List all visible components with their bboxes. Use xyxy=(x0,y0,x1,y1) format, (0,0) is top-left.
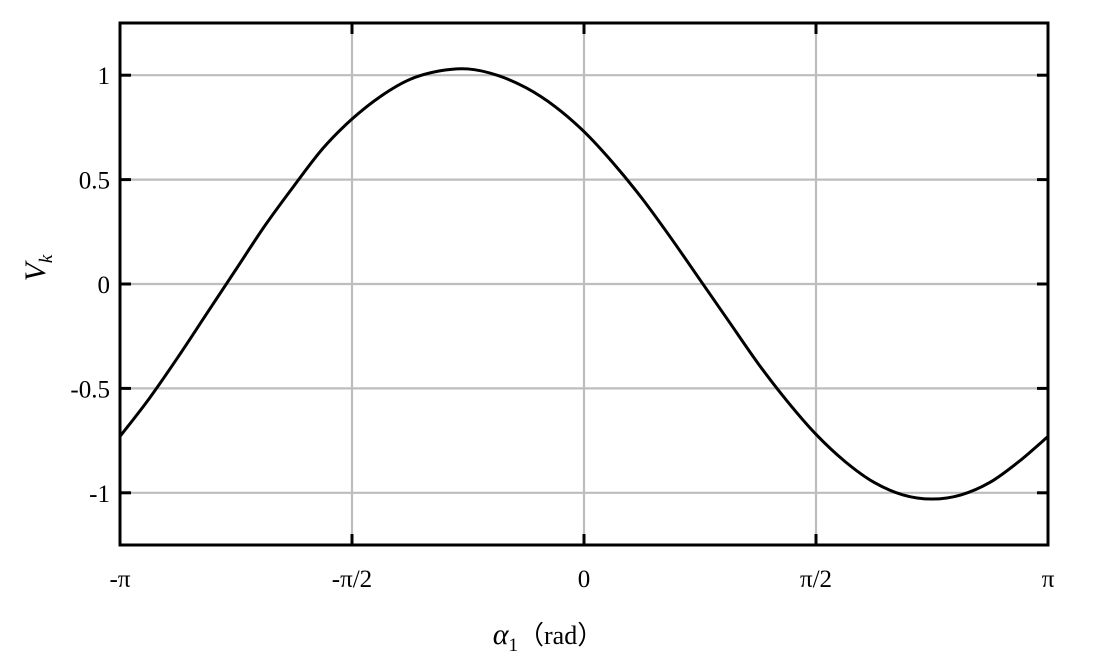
grid-lines xyxy=(118,23,1050,545)
plot-frame xyxy=(118,21,1050,547)
y-tick-label: -0.5 xyxy=(70,376,110,403)
y-axis-symbol: V xyxy=(19,259,52,281)
x-tick-labels: -π -π/2 0 π/2 π xyxy=(110,566,1055,593)
y-axis-label: Vk xyxy=(19,254,57,281)
x-axis-symbol: α xyxy=(493,618,510,651)
y-tick-label: 1 xyxy=(98,63,111,90)
x-tick-label: -π/2 xyxy=(332,566,372,593)
y-tick-label: -1 xyxy=(89,481,110,508)
x-tick-label: 0 xyxy=(578,566,591,593)
x-tick-label: π/2 xyxy=(800,566,832,593)
x-tick-label: -π xyxy=(110,566,131,593)
x-axis-label: α1（rad） xyxy=(493,618,603,656)
series-line xyxy=(118,67,1049,501)
x-axis-unit: （rad） xyxy=(518,621,603,650)
y-tick-labels: 1 0.5 0 -0.5 -1 xyxy=(70,63,110,508)
y-tick-label: 0 xyxy=(98,272,111,299)
x-axis-subscript: 1 xyxy=(509,635,519,656)
x-tick-label: π xyxy=(1042,566,1055,593)
y-tick-label: 0.5 xyxy=(79,168,110,195)
y-axis-subscript: k xyxy=(36,254,57,263)
